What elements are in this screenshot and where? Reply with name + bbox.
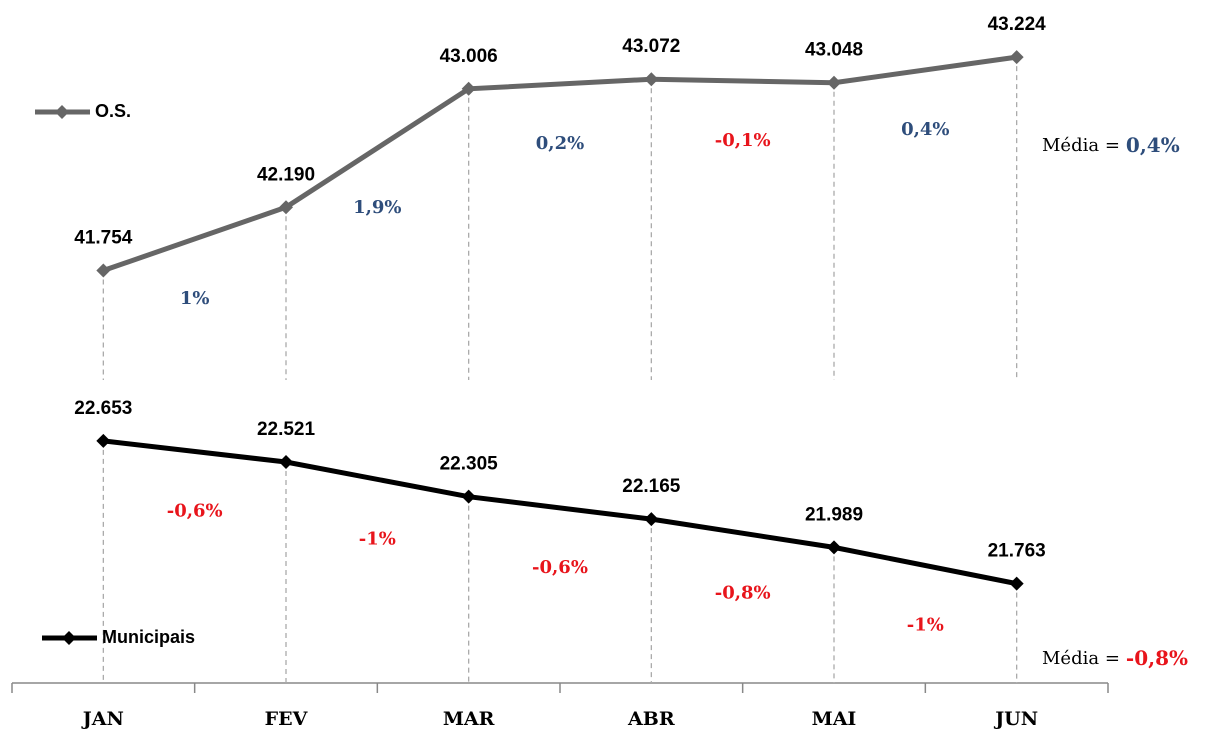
- change-label: 1,9%: [353, 197, 401, 218]
- x-tick-label: FEV: [265, 708, 309, 730]
- point: [827, 75, 841, 90]
- data-label: 22.165: [622, 476, 681, 497]
- x-tick-label: MAR: [443, 708, 495, 730]
- data-label: 22.305: [440, 454, 499, 475]
- point: [96, 433, 111, 448]
- change-label: -0,8%: [715, 582, 771, 603]
- point: [1009, 50, 1024, 65]
- change-label: -0,1%: [715, 130, 771, 151]
- data-label: 42.190: [257, 164, 315, 185]
- average: Média = 0,4%: [1042, 133, 1180, 157]
- change-label: -0,6%: [532, 557, 588, 578]
- change-label: -1%: [359, 528, 396, 549]
- change-label: 0,2%: [536, 133, 584, 154]
- series-line: [102, 54, 1018, 273]
- legend-marker: [55, 105, 69, 119]
- data-label: 43.224: [988, 14, 1047, 35]
- average: Média = -0,8%: [1042, 646, 1188, 670]
- data-label: 21.763: [988, 541, 1046, 562]
- point: [279, 455, 293, 470]
- x-tick-label: MAI: [812, 708, 857, 730]
- point: [461, 81, 476, 96]
- change-label: -1%: [907, 615, 944, 636]
- x-tick-label: JUN: [993, 708, 1038, 730]
- change-label: 1%: [180, 288, 210, 309]
- point: [461, 489, 476, 504]
- legend-marker: [62, 631, 76, 645]
- data-label: 21.989: [805, 504, 863, 525]
- average-text: Média =: [1042, 135, 1120, 156]
- series-line: [103, 438, 1018, 587]
- average-text: Média =: [1042, 648, 1120, 669]
- legend-label: O.S.: [95, 101, 131, 121]
- x-tick-label: ABR: [627, 708, 675, 730]
- change-label: 0,4%: [901, 119, 949, 140]
- data-label: 41.754: [74, 228, 133, 249]
- data-label: 43.006: [440, 46, 498, 67]
- legend-label: Municipais: [102, 627, 195, 647]
- point: [827, 540, 841, 555]
- data-label: 22.521: [257, 419, 316, 440]
- point: [1009, 576, 1024, 591]
- point: [644, 72, 659, 87]
- average-value: 0,4%: [1126, 133, 1180, 157]
- point: [644, 512, 659, 527]
- change-label: -0,6%: [167, 500, 223, 521]
- point: [96, 263, 111, 278]
- point: [279, 200, 293, 215]
- average-value: -0,8%: [1126, 646, 1188, 670]
- data-label: 43.072: [622, 36, 680, 57]
- data-label: 22.653: [74, 398, 132, 419]
- x-tick-label: JAN: [81, 708, 124, 730]
- data-label: 43.048: [805, 40, 863, 61]
